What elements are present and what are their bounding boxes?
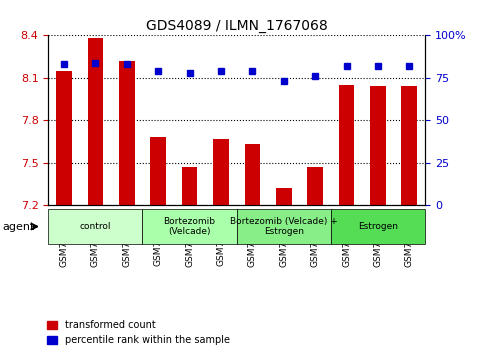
Text: agent: agent [2, 222, 35, 232]
Bar [244, 144, 260, 205]
Bar [150, 137, 166, 205]
Bar [401, 86, 417, 205]
Bar [339, 85, 355, 205]
Bar [119, 61, 135, 205]
Bar [182, 167, 198, 205]
Bar [370, 86, 386, 205]
Text: Estrogen: Estrogen [358, 222, 398, 231]
Legend: transformed count, percentile rank within the sample: transformed count, percentile rank withi… [43, 316, 234, 349]
Bar [213, 139, 229, 205]
Bar [87, 38, 103, 205]
Title: GDS4089 / ILMN_1767068: GDS4089 / ILMN_1767068 [146, 19, 327, 33]
Bar [307, 167, 323, 205]
Bar [56, 71, 72, 205]
Text: Bortezomib (Velcade) +
Estrogen: Bortezomib (Velcade) + Estrogen [230, 217, 338, 236]
Text: Bortezomib
(Velcade): Bortezomib (Velcade) [164, 217, 215, 236]
Text: control: control [80, 222, 111, 231]
Bar [276, 188, 292, 205]
